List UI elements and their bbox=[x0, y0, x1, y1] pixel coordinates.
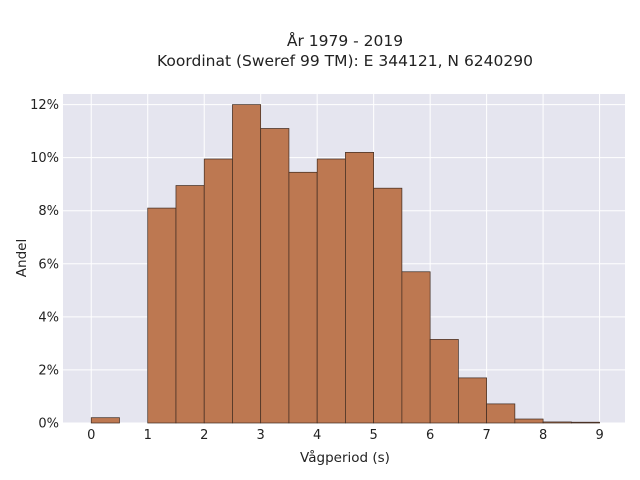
y-axis-ticks: 0% 2% 4% 6% 8% 10% 12% bbox=[30, 98, 59, 431]
y-axis-label: Andel bbox=[14, 239, 30, 277]
histogram-bar bbox=[570, 421, 600, 424]
histogram-bar bbox=[373, 187, 403, 424]
x-tick-label: 3 bbox=[257, 428, 265, 443]
histogram-bar bbox=[486, 403, 516, 424]
y-tick-label: 2% bbox=[38, 363, 59, 378]
x-axis-ticks: 0 1 2 3 4 5 6 7 8 9 bbox=[87, 428, 604, 443]
x-tick-label: 1 bbox=[144, 428, 152, 443]
histogram-bar bbox=[345, 152, 375, 424]
histogram-bar bbox=[260, 128, 290, 424]
chart-title: År 1979 - 2019 bbox=[287, 31, 403, 50]
histogram-bar bbox=[147, 207, 177, 424]
x-tick-label: 2 bbox=[200, 428, 208, 443]
histogram-bar bbox=[232, 104, 262, 424]
histogram-bar bbox=[542, 421, 572, 424]
histogram-bar bbox=[203, 158, 233, 424]
x-tick-label: 5 bbox=[370, 428, 378, 443]
y-tick-label: 12% bbox=[30, 98, 59, 113]
x-tick-label: 6 bbox=[426, 428, 434, 443]
x-tick-label: 4 bbox=[313, 428, 321, 443]
x-tick-label: 8 bbox=[539, 428, 547, 443]
histogram-bars bbox=[90, 104, 600, 424]
histogram-bar bbox=[288, 171, 318, 424]
y-tick-label: 8% bbox=[38, 204, 59, 219]
histogram-bar bbox=[429, 339, 459, 424]
histogram-bar bbox=[175, 185, 205, 424]
y-tick-label: 0% bbox=[38, 417, 59, 432]
histogram-bar bbox=[90, 417, 120, 424]
y-tick-label: 6% bbox=[38, 257, 59, 272]
y-tick-label: 10% bbox=[30, 151, 59, 166]
histogram-bar bbox=[458, 377, 487, 424]
histogram-bar bbox=[401, 271, 431, 424]
chart-subtitle: Koordinat (Sweref 99 TM): E 344121, N 62… bbox=[157, 52, 533, 70]
x-tick-label: 0 bbox=[87, 428, 95, 443]
histogram-bar bbox=[514, 418, 544, 424]
histogram-bar bbox=[316, 158, 346, 424]
y-tick-label: 4% bbox=[38, 310, 59, 325]
x-tick-label: 7 bbox=[482, 428, 490, 443]
x-axis-label: Vågperiod (s) bbox=[300, 449, 390, 466]
x-tick-label: 9 bbox=[595, 428, 603, 443]
